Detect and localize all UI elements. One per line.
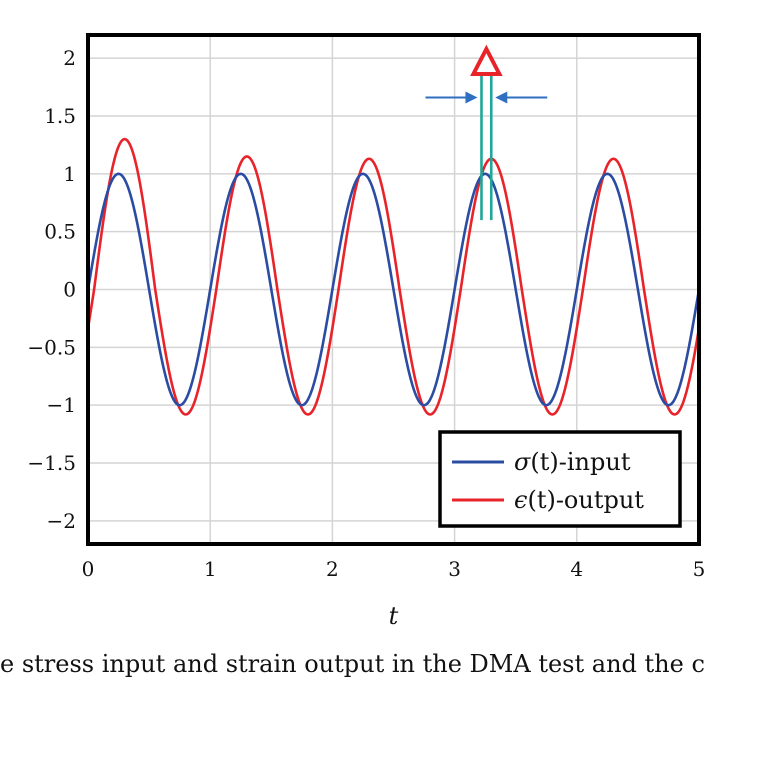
legend-symbol-input: σ — [514, 448, 531, 476]
chart: 0 1 2 3 4 5 2 1.5 1 0.5 0 −0.5 −1 −1.5 −2 t σ(t)-input… — [27, 33, 705, 630]
y-tick-label: −0.5 — [27, 335, 76, 359]
x-tick-label: 1 — [204, 557, 217, 581]
y-tick-label: −1 — [47, 393, 76, 417]
series-layer — [86, 137, 701, 416]
legend-symbol-output: ϵ — [514, 486, 527, 514]
legend-suffix-output: (t)-output — [527, 486, 644, 514]
series-output-line — [86, 137, 701, 416]
y-tick-label: 2 — [63, 46, 76, 70]
x-axis-label: t — [389, 602, 399, 630]
delta-icon — [470, 44, 503, 76]
legend-box — [438, 430, 682, 528]
plot-frame — [86, 33, 701, 546]
y-tick-label: 0 — [63, 278, 76, 302]
series-input-line — [86, 172, 701, 407]
phase-lag-annotation — [425, 44, 548, 221]
x-tick-label: 5 — [693, 557, 706, 581]
x-tick-label: 4 — [570, 557, 583, 581]
y-tick-label: 1 — [63, 162, 76, 186]
arrow-left-pointing-icon — [495, 91, 508, 104]
legend-label-input: σ(t)-input — [514, 448, 631, 476]
x-tick-label: 3 — [448, 557, 461, 581]
legend-suffix-input: (t)-input — [530, 448, 630, 476]
y-tick-label: −1.5 — [27, 451, 76, 475]
arrow-right-pointing-icon — [465, 91, 478, 104]
y-tick-label: 0.5 — [44, 220, 76, 244]
y-tick-label: −2 — [47, 509, 76, 533]
legend-label-output: ϵ(t)-output — [514, 486, 644, 514]
x-tick-label: 2 — [326, 557, 339, 581]
tick-labels: 0 1 2 3 4 5 2 1.5 1 0.5 0 −0.5 −1 −1.5 −2 — [27, 46, 705, 581]
x-tick-label: 0 — [82, 557, 95, 581]
legend: σ(t)-input ϵ(t)-output — [438, 430, 682, 528]
figure-caption: e stress input and strain output in the … — [0, 650, 705, 678]
y-tick-label: 1.5 — [44, 104, 76, 128]
